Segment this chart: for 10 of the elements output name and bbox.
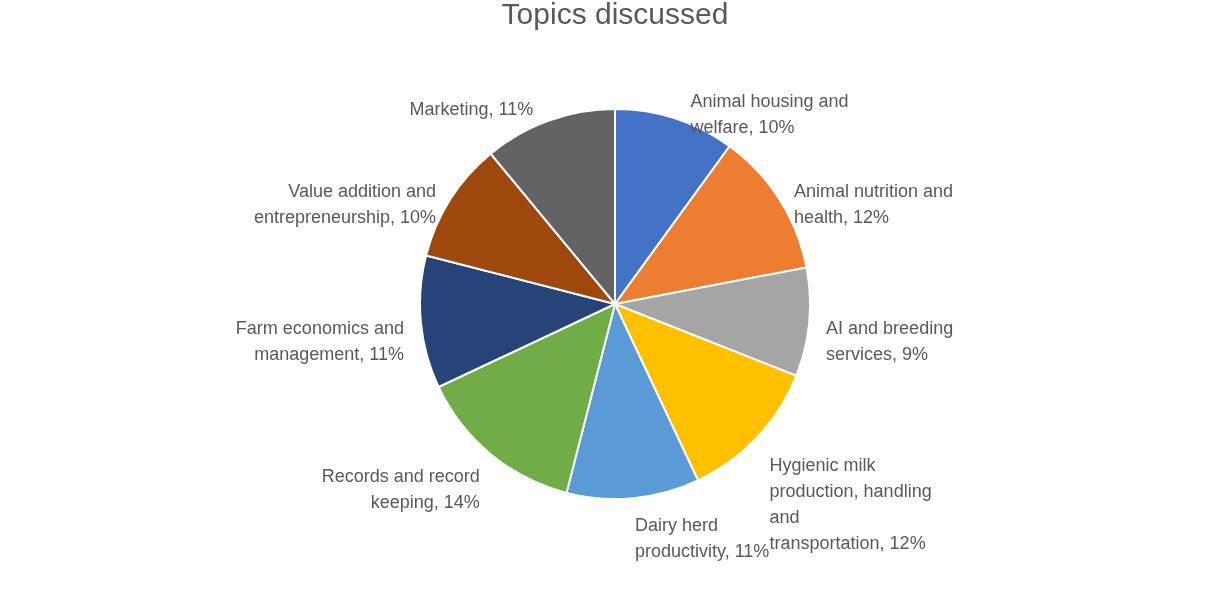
slice-label: Farm economics and management, 11%	[235, 317, 404, 364]
slice-label: Hygienic milk production, handling and transportation, 12%	[769, 455, 932, 554]
slice-label: Records and record keeping, 14%	[321, 465, 480, 512]
slice-label: Dairy herd productivity, 11%	[634, 515, 770, 562]
chart-title: Topics discussed	[501, 0, 729, 30]
slice-label: Animal nutrition and health, 12%	[794, 181, 954, 228]
slice-label: Marketing, 11%	[409, 98, 534, 119]
slice-label: Animal housing and welfare, 10%	[689, 90, 849, 137]
slice-label: AI and breeding services, 9%	[826, 317, 954, 364]
slice-label: Value addition and entrepreneurship, 10%	[253, 181, 436, 228]
